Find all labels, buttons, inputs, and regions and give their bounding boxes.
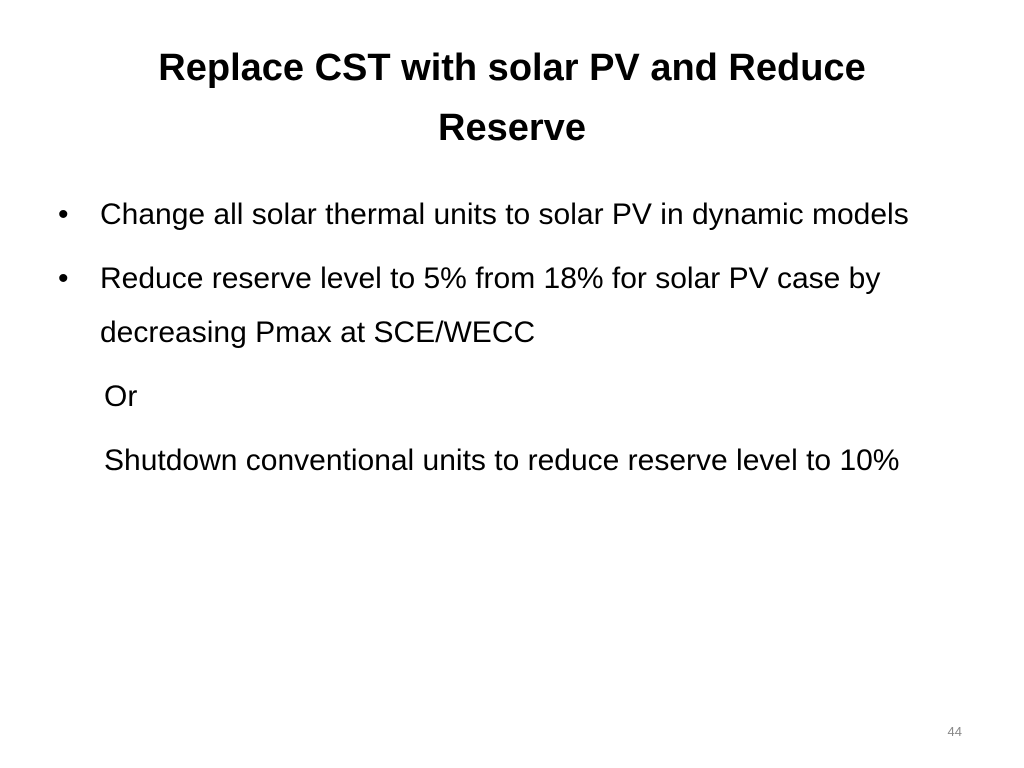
bullet-item: • Change all solar thermal units to solar… [58,188,958,242]
bullet-item: • Reduce reserve level to 5% from 18% for… [58,252,958,360]
bullet-dot: • [58,198,69,231]
continuation-text: Or [104,380,138,413]
bullet-text: Change all solar thermal units to solar … [100,198,909,231]
continuation-text: Shutdown conventional units to reduce re… [104,444,900,477]
bullet-dot: • [58,262,69,295]
bullet-text: Reduce reserve level to 5% from 18% for … [100,262,881,349]
slide-body: • Change all solar thermal units to solar… [58,188,958,498]
slide-title: Replace CST with solar PV and Reduce Res… [158,47,866,149]
page-number: 44 [947,724,962,739]
